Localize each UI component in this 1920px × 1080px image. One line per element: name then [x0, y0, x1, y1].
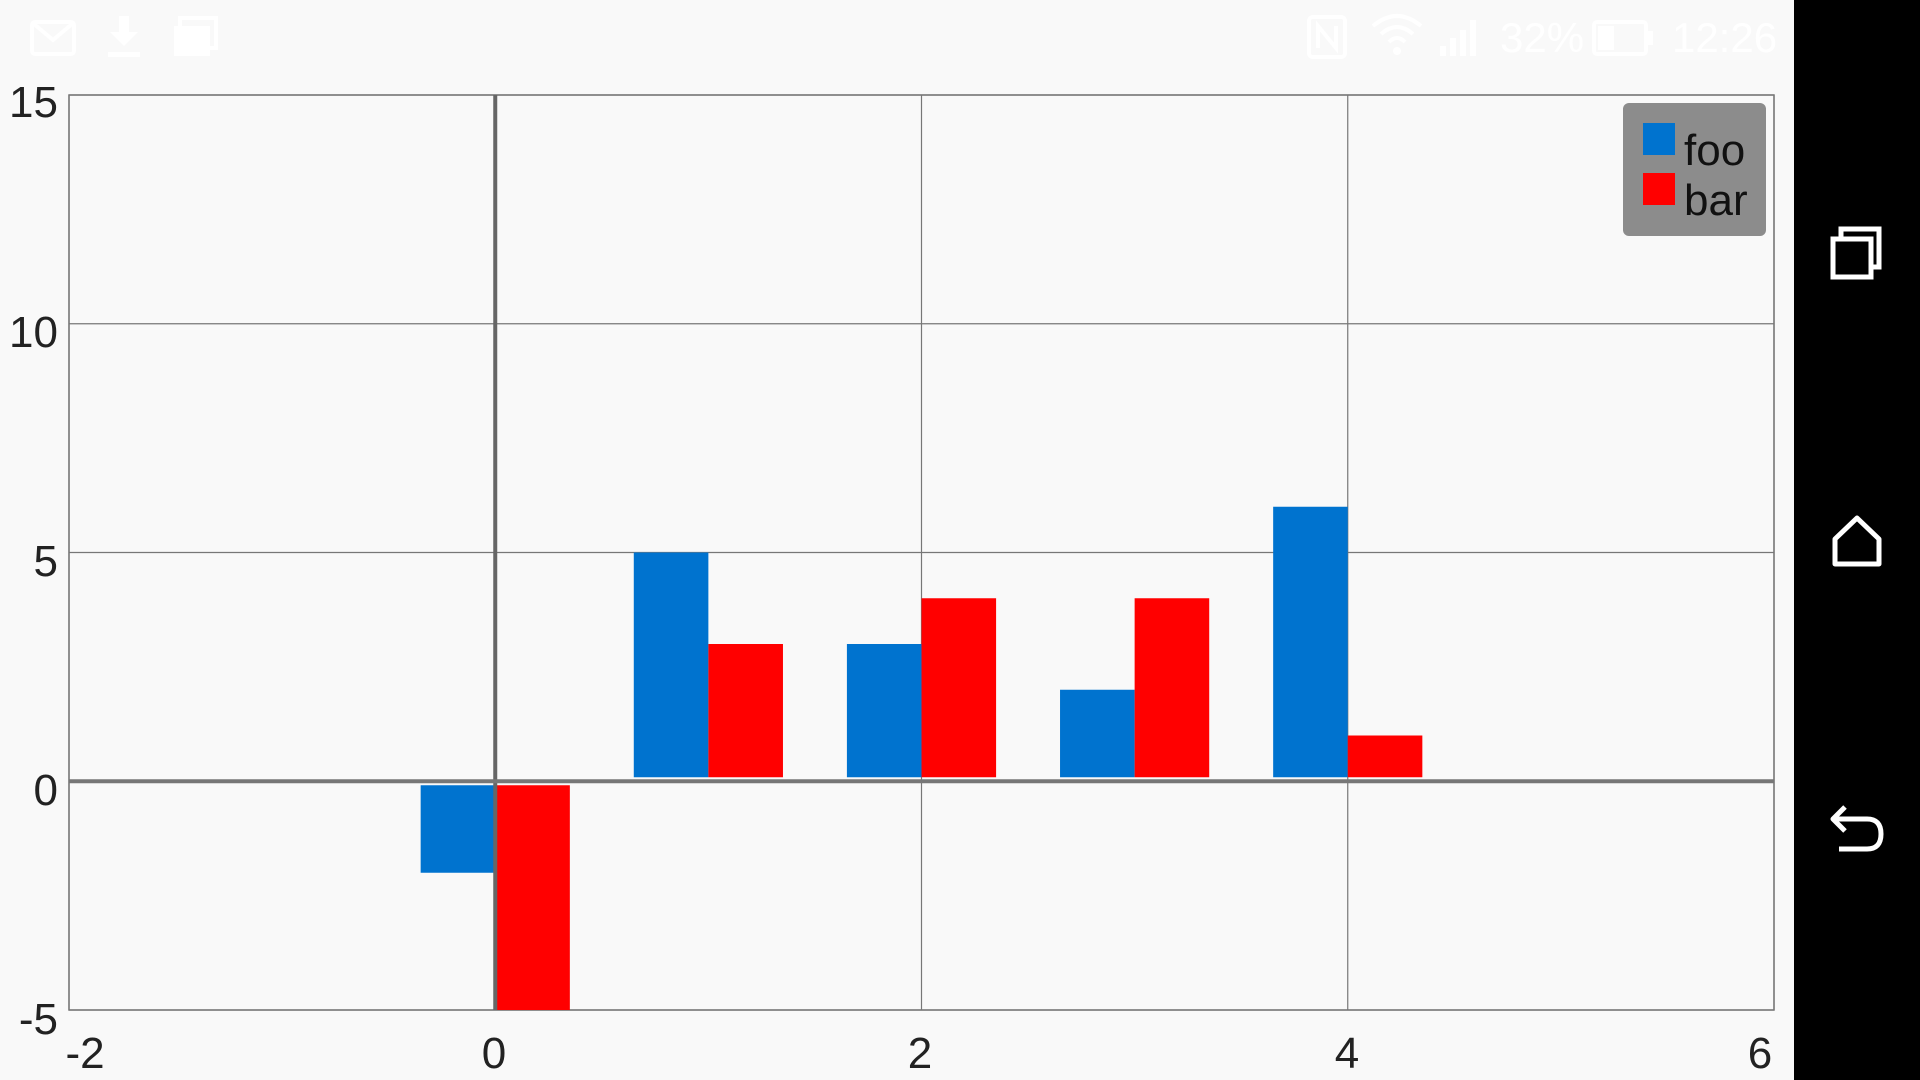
x-tick-label: -2 — [65, 1029, 104, 1078]
bar-foo-3 — [1060, 689, 1135, 778]
clock: 12:26 — [1672, 14, 1778, 61]
home-icon — [1832, 515, 1882, 567]
bar-bar-0 — [495, 785, 570, 1010]
legend-swatch-foo — [1643, 123, 1675, 155]
signal-icon — [1440, 20, 1476, 56]
bar-bar-4 — [1347, 735, 1423, 778]
battery-percent: 32% — [1500, 14, 1585, 61]
bar-foo-0 — [420, 785, 496, 873]
chart-bars — [420, 506, 1423, 1010]
x-axis-tick-labels: -2 0 2 4 6 — [65, 1029, 1772, 1078]
bar-foo-2 — [846, 644, 922, 778]
recent-apps-button[interactable] — [1794, 190, 1920, 316]
x-tick-label: 6 — [1748, 1029, 1772, 1078]
download-icon — [108, 16, 140, 57]
y-tick-label: 15 — [9, 78, 58, 127]
y-tick-label: -5 — [19, 995, 58, 1044]
status-bar: 32% 12:26 — [0, 0, 1794, 80]
y-tick-label: 0 — [34, 766, 58, 815]
bar-foo-4 — [1273, 506, 1348, 778]
chart-grid — [68, 94, 1775, 1011]
x-tick-label: 0 — [482, 1029, 506, 1078]
bar-bar-1 — [708, 644, 783, 778]
bar-bar-2 — [921, 598, 997, 778]
bar-chart: 15 10 5 0 -5 -2 0 2 4 6 foo bar — [9, 78, 1775, 1078]
battery-icon — [1592, 20, 1653, 56]
gmail-icon — [30, 20, 76, 56]
legend-label-foo: foo — [1684, 126, 1745, 175]
legend-label-bar: bar — [1684, 176, 1748, 225]
chart-axes — [69, 95, 1774, 1010]
y-tick-label: 10 — [9, 308, 58, 357]
recent-apps-icon — [1830, 226, 1882, 280]
home-button[interactable] — [1794, 478, 1920, 604]
legend-swatch-bar — [1643, 173, 1675, 205]
back-button[interactable] — [1794, 766, 1920, 892]
navigation-bar — [1794, 0, 1920, 1080]
x-tick-label: 2 — [908, 1029, 932, 1078]
y-axis-tick-labels: 15 10 5 0 -5 — [9, 78, 58, 1044]
bar-foo-1 — [633, 552, 709, 778]
back-icon — [1830, 805, 1884, 852]
chart-legend: foo bar — [1623, 103, 1766, 236]
bar-bar-3 — [1134, 598, 1210, 778]
photo-icon — [174, 16, 218, 56]
wifi-icon — [1371, 14, 1423, 55]
nfc-icon — [1307, 15, 1347, 59]
x-tick-label: 4 — [1335, 1029, 1359, 1078]
y-tick-label: 5 — [34, 537, 58, 586]
